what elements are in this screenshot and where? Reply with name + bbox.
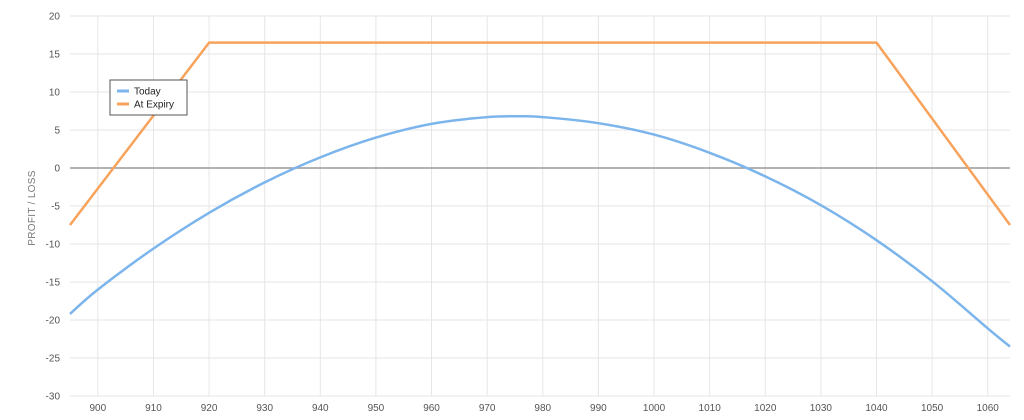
series-line-today — [69, 114, 1011, 348]
x-tick-label: 1040 — [865, 403, 888, 414]
x-tick-label: 900 — [89, 403, 106, 414]
y-tick-label: -5 — [51, 202, 60, 213]
x-tick-label: 1020 — [754, 403, 777, 414]
y-tick-label: -15 — [46, 278, 61, 289]
x-tick-label: 1000 — [643, 403, 666, 414]
x-tick-label: 910 — [145, 403, 162, 414]
y-tick-label: 5 — [54, 126, 60, 137]
x-tick-label: 970 — [479, 403, 496, 414]
x-tick-label: 990 — [590, 403, 607, 414]
y-axis-title: PROFIT / LOSS — [27, 170, 38, 245]
x-tick-label: 930 — [256, 403, 273, 414]
y-tick-label: 0 — [54, 164, 60, 175]
y-tick-label: -20 — [46, 316, 61, 327]
x-tick-label: 1060 — [977, 403, 1000, 414]
series-line-at-expiry — [69, 41, 1012, 226]
legend[interactable]: Today At Expiry — [109, 79, 188, 116]
legend-box — [109, 79, 188, 116]
y-axis-ticks: 20 15 10 5 0 -5 -10 -15 -20 -25 -30 — [46, 12, 61, 403]
y-tick-label: 10 — [49, 88, 61, 99]
x-axis-ticks: 900 910 920 930 940 950 960 970 980 990 1000 1010 10… — [89, 403, 999, 414]
y-tick-label: -10 — [46, 240, 61, 251]
y-tick-label: 15 — [49, 50, 61, 61]
y-tick-label: -25 — [46, 354, 61, 365]
series-layer — [69, 41, 1012, 348]
y-tick-label: -30 — [46, 392, 61, 403]
grid — [70, 15, 1010, 397]
x-tick-label: 940 — [312, 403, 329, 414]
y-tick-label: 20 — [49, 12, 61, 23]
x-tick-label: 1050 — [921, 403, 944, 414]
legend-item-label[interactable]: Today — [134, 87, 161, 98]
x-tick-label: 960 — [423, 403, 440, 414]
x-tick-label: 950 — [368, 403, 385, 414]
x-tick-label: 920 — [201, 403, 218, 414]
x-tick-label: 1010 — [699, 403, 722, 414]
x-tick-label: 980 — [534, 403, 551, 414]
x-tick-label: 1030 — [810, 403, 833, 414]
legend-item-label[interactable]: At Expiry — [134, 100, 174, 111]
